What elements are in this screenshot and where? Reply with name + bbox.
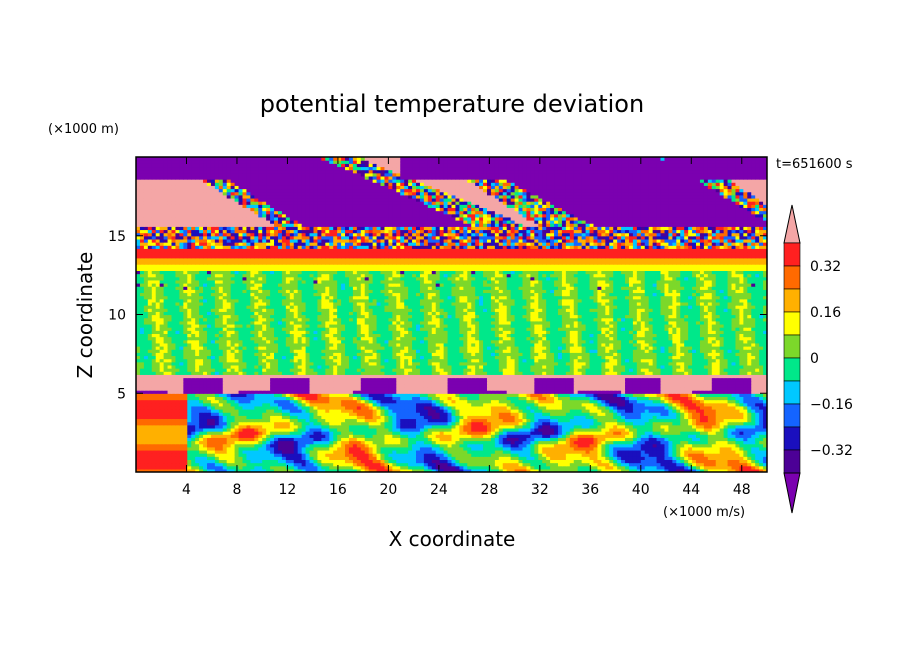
y-tick-label: 5: [117, 386, 126, 402]
x-tick-label: 20: [379, 482, 397, 498]
colorbar-over-arrow: [783, 204, 801, 244]
colorbar-segment: [783, 426, 801, 451]
x-unit-label: (×1000 m/s): [663, 505, 745, 520]
heatmap-field: [136, 157, 767, 472]
x-tick-label: 48: [733, 482, 751, 498]
colorbar: 0.32 0.16 0 −0.16 −0.32: [783, 204, 853, 514]
x-tick-label: 16: [329, 482, 347, 498]
colorbar-label: 0.32: [810, 259, 841, 275]
x-tick-label: 12: [279, 482, 297, 498]
y-axis: 5 10 15: [108, 229, 767, 402]
colorbar-segment: [783, 311, 801, 336]
x-tick-label: 40: [632, 482, 650, 498]
colorbar-label: 0.16: [810, 305, 841, 321]
y-tick-label: 15: [108, 229, 126, 245]
colorbar-under-arrow: [783, 472, 801, 514]
x-tick-label: 24: [430, 482, 448, 498]
colorbar-label: −0.32: [810, 443, 853, 459]
x-tick-label: 32: [531, 482, 549, 498]
colorbar-label: −0.16: [810, 397, 853, 413]
colorbar-segment: [783, 265, 801, 290]
colorbar-segment: [783, 242, 801, 267]
colorbar-segment: [783, 334, 801, 359]
colorbar-segment: [783, 403, 801, 428]
time-label: t=651600 s: [776, 157, 853, 172]
x-axis-label: X coordinate: [389, 527, 516, 551]
chart-title: potential temperature deviation: [260, 90, 644, 118]
x-tick-label: 44: [682, 482, 700, 498]
colorbar-segment: [783, 380, 801, 405]
colorbar-segment: [783, 449, 801, 474]
y-axis-label: Z coordinate: [73, 252, 97, 379]
x-tick-label: 36: [581, 482, 599, 498]
colorbar-label: 0: [810, 351, 819, 367]
y-tick-label: 10: [108, 308, 126, 324]
colorbar-segment: [783, 288, 801, 313]
y-unit-label: (×1000 m): [48, 122, 119, 137]
x-tick-label: 4: [182, 482, 191, 498]
x-tick-label: 28: [480, 482, 498, 498]
x-tick-label: 8: [232, 482, 241, 498]
colorbar-segment: [783, 357, 801, 382]
x-axis: 4 8 12 16 20 24 28 32 36 40 44 48: [182, 157, 751, 498]
